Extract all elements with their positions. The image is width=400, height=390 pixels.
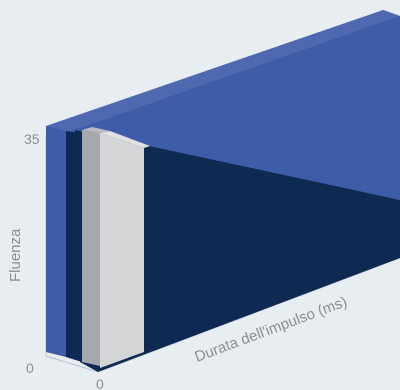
depth-axis-line bbox=[45, 355, 99, 373]
series-2-area bbox=[75, 130, 400, 372]
series-layers bbox=[46, 10, 400, 372]
series-1-top-face bbox=[46, 10, 400, 133]
series-4-front-face bbox=[100, 133, 144, 368]
series-3-front-face bbox=[82, 130, 100, 366]
y-tick-label-max: 35 bbox=[24, 131, 40, 147]
y-tick-label-min: 0 bbox=[26, 360, 34, 376]
series-3-top-face bbox=[82, 127, 110, 133]
series-2-front-face bbox=[66, 131, 82, 362]
series-4-top-face bbox=[100, 131, 150, 148]
y-axis-title: Fluenza bbox=[7, 228, 24, 282]
x-tick-label-min: 0 bbox=[96, 376, 104, 390]
series-1-back-wall bbox=[62, 10, 400, 200]
series-1-front-face bbox=[46, 126, 66, 357]
